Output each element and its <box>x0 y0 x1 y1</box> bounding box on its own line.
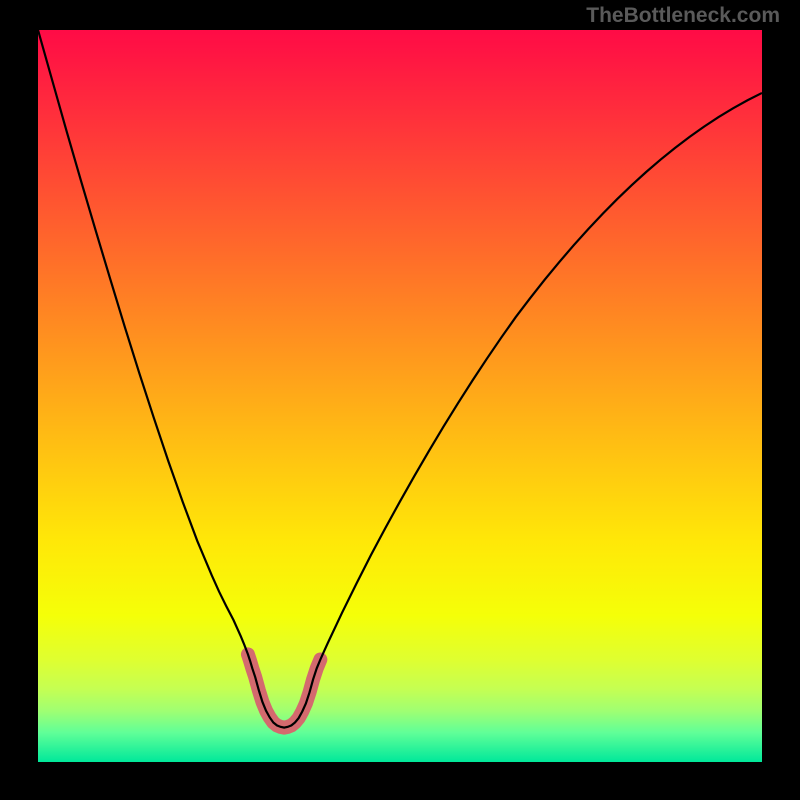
chart-container <box>38 30 762 762</box>
watermark-text: TheBottleneck.com <box>586 4 780 28</box>
bottleneck-chart <box>38 30 762 762</box>
